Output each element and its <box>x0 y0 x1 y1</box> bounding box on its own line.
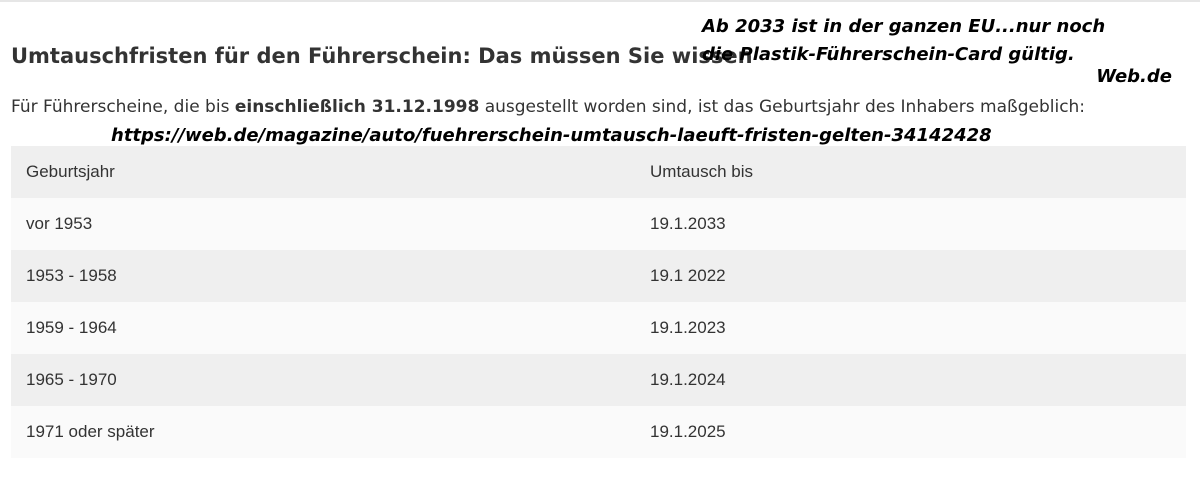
birth-year-cell: 1971 oder später <box>26 422 155 441</box>
birth-year-cell: 1959 - 1964 <box>26 318 117 337</box>
birth-year-cell: 1965 - 1970 <box>26 370 117 389</box>
intro-text-start: Für Führerscheine, die bis <box>11 97 235 117</box>
article-heading: Umtauschfristen für den Führerschein: Da… <box>11 44 753 68</box>
table-row: vor 1953 19.1.2033 <box>11 198 1186 250</box>
exchange-deadline-table: Geburtsjahr Umtausch bis vor 1953 19.1.2… <box>11 146 1186 458</box>
annotation-source: Web.de <box>1096 66 1172 87</box>
exchange-date-cell: 19.1.2025 <box>650 422 726 441</box>
table-header-row: Geburtsjahr Umtausch bis <box>11 146 1186 198</box>
annotation-line-2: die Plastik-Führerschein-Card gültig. <box>702 44 1075 65</box>
birth-year-cell: 1953 - 1958 <box>26 266 117 285</box>
annotation-overlay: Ab 2033 ist in der ganzen EU...nur noch … <box>702 13 1172 89</box>
table-row: 1953 - 1958 19.1 2022 <box>11 250 1186 302</box>
birth-year-cell: vor 1953 <box>26 214 93 233</box>
exchange-date-cell: 19.1.2023 <box>650 318 726 337</box>
table-row: 1971 oder später 19.1.2025 <box>11 406 1186 458</box>
exchange-date-cell: 19.1.2033 <box>650 214 726 233</box>
table-row: 1959 - 1964 19.1.2023 <box>11 302 1186 354</box>
column-header-birth-year: Geburtsjahr <box>26 162 115 181</box>
exchange-date-cell: 19.1 2022 <box>650 266 726 285</box>
source-url: https://web.de/magazine/auto/fuehrersche… <box>111 125 992 146</box>
intro-paragraph: Für Führerscheine, die bis einschließlic… <box>11 97 1085 117</box>
top-divider <box>0 0 1200 2</box>
column-header-exchange-until: Umtausch bis <box>650 162 753 181</box>
annotation-line-1: Ab 2033 ist in der ganzen EU...nur noch <box>702 16 1106 37</box>
intro-text-bold: einschließlich 31.12.1998 <box>234 97 480 117</box>
exchange-date-cell: 19.1.2024 <box>650 370 726 389</box>
intro-text-end: ausgestellt worden sind, ist das Geburts… <box>479 97 1086 117</box>
table-row: 1965 - 1970 19.1.2024 <box>11 354 1186 406</box>
